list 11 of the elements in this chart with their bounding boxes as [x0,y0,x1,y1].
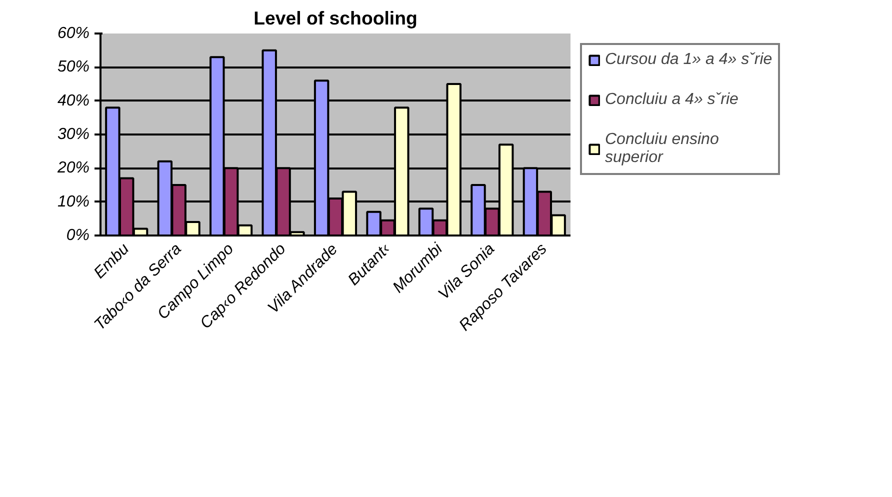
y-tick-label: 20% [56,160,90,177]
legend-label: Cursou da 1» a 4» sˇrie [605,51,772,69]
y-tick-label: 60% [57,25,90,42]
y-tick-label: 30% [57,126,90,143]
legend-label: Concluiu a 4» sˇrie [605,91,738,109]
y-tick-label: 40% [57,92,90,110]
y-tick-label: 10% [57,193,90,210]
y-tick-label: 50% [57,58,90,76]
y-tick-label: 0% [66,227,90,244]
chart-title: Level of schooling [254,8,418,28]
legend-label: Concluiu ensino superior [605,131,719,167]
